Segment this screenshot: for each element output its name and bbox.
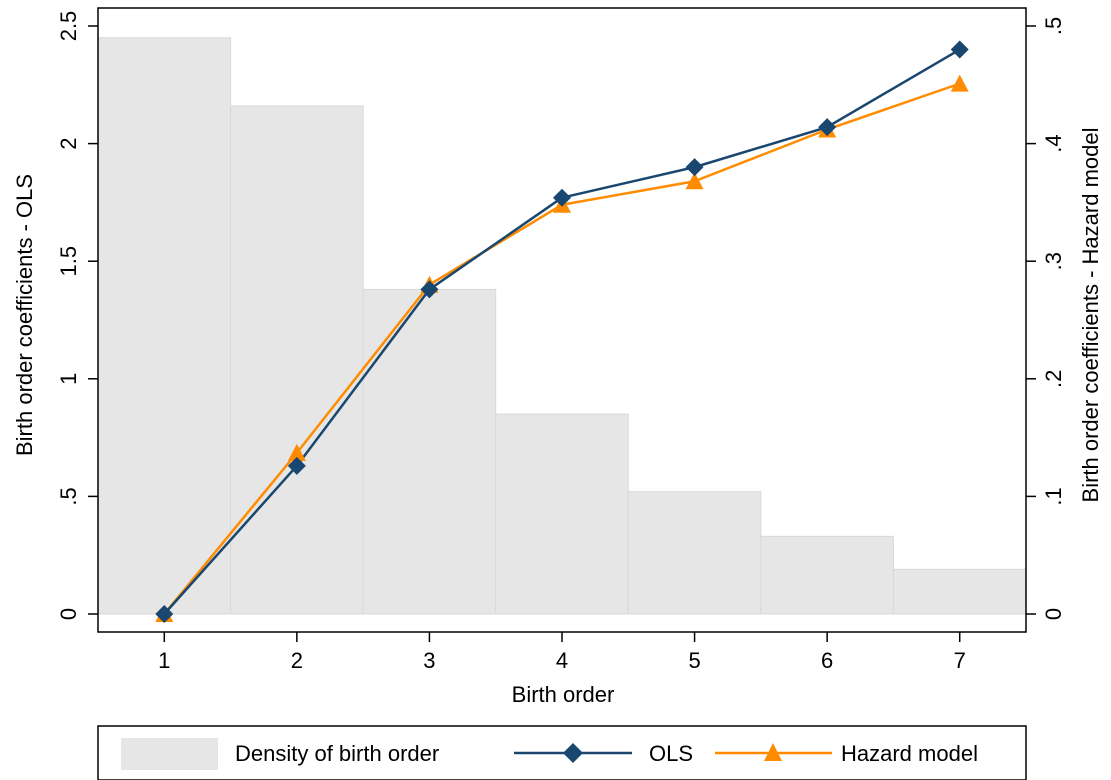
y-left-tick-label-3: 1.5 — [56, 246, 81, 277]
density-bar-7 — [892, 568, 1027, 615]
legend-label-ols: OLS — [649, 741, 693, 766]
y-right-axis-ticks: 0 .1 .2 .3 .4 .5 — [1026, 17, 1066, 620]
y-left-tick-label-2: 1 — [56, 373, 81, 385]
x-tick-label-7: 7 — [954, 648, 966, 673]
y-right-tick-label-0: 0 — [1041, 608, 1066, 620]
density-bar-6 — [760, 535, 894, 615]
y-left-axis-title: Birth order coefficients - OLS — [12, 174, 37, 456]
density-bar-4 — [495, 413, 629, 615]
x-tick-label-4: 4 — [556, 648, 568, 673]
y-left-tick-label-1: .5 — [56, 487, 81, 505]
density-bar-5 — [627, 491, 762, 615]
y-right-tick-label-2: .2 — [1041, 370, 1066, 388]
density-bar-1 — [97, 37, 232, 615]
y-left-tick-label-0: 0 — [56, 608, 81, 620]
x-axis-ticks: 1 2 3 4 5 6 7 — [158, 632, 966, 673]
hazard-marker-5 — [685, 172, 704, 190]
x-tick-label-5: 5 — [688, 648, 700, 673]
y-right-tick-label-4: .4 — [1041, 134, 1066, 152]
hazard-marker-2 — [287, 443, 306, 461]
ols-marker-5 — [685, 158, 704, 177]
x-tick-label-1: 1 — [158, 648, 170, 673]
legend-label-hazard: Hazard model — [841, 741, 978, 766]
legend-marker-hazard — [764, 743, 782, 761]
legend-label-density: Density of birth order — [235, 741, 439, 766]
density-bars — [97, 37, 1027, 615]
legend: Density of birth order OLS Hazard model — [97, 725, 1027, 780]
x-tick-label-3: 3 — [423, 648, 435, 673]
x-tick-label-2: 2 — [291, 648, 303, 673]
ols-marker-4 — [553, 188, 571, 207]
y-right-axis-title: Birth order coefficients - Hazard model — [1078, 128, 1103, 503]
hazard-marker-7 — [950, 74, 969, 92]
y-right-tick-label-3: .3 — [1041, 252, 1066, 270]
ols-marker-1 — [155, 605, 174, 623]
ols-marker-7 — [950, 40, 969, 59]
density-bar-3 — [362, 288, 497, 615]
y-right-tick-label-1: .1 — [1041, 487, 1066, 505]
legend-swatch-density — [121, 738, 218, 770]
ols-marker-6 — [818, 118, 837, 137]
density-bar-2 — [230, 105, 364, 615]
x-axis-title: Birth order — [512, 682, 615, 707]
ols-marker-3 — [420, 280, 439, 299]
legend-marker-ols — [563, 743, 583, 763]
y-left-tick-label-5: 2.5 — [56, 11, 81, 42]
y-right-tick-label-5: .5 — [1041, 17, 1066, 35]
y-left-tick-label-4: 2 — [56, 137, 81, 149]
x-tick-label-6: 6 — [821, 648, 833, 673]
series-markers — [155, 40, 969, 623]
ols-marker-2 — [287, 456, 306, 475]
y-left-axis-ticks: 0 .5 1 1.5 2 2.5 — [56, 11, 98, 620]
